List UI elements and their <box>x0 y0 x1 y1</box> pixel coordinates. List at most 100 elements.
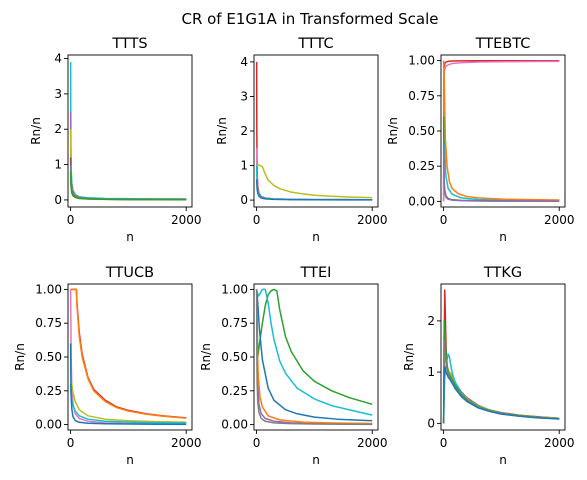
y-tick-label: 0.25 <box>35 384 62 398</box>
y-tick-label: 1.00 <box>35 282 62 296</box>
y-axis-label: Rn/n <box>13 343 27 371</box>
subplot-tttc: TTTC 0 2000 0 1 2 3 4 n Rn/n <box>215 36 387 244</box>
y-axis-label: Rn/n <box>402 343 416 371</box>
y-tick-label: 1.00 <box>221 282 248 296</box>
y-tick-label: 3 <box>240 89 248 103</box>
series-line-2 <box>442 330 560 424</box>
subplot-ttkg: TTKG 0 2000 0 1 2 n Rn/n <box>402 265 574 467</box>
subplot-title: TTKG <box>483 265 522 281</box>
series-line-4 <box>255 289 373 422</box>
plot-frame <box>440 283 566 431</box>
series-line-3 <box>442 60 560 202</box>
x-axis-label: n <box>312 230 320 244</box>
series-line-1 <box>255 61 373 201</box>
y-tick-label: 4 <box>240 55 248 69</box>
series-line-2 <box>255 288 373 416</box>
series-line-3 <box>69 129 187 201</box>
subplot-ttei: TTEI 0 2000 0.00 0.25 0.50 0.75 1.00 n Rn/n <box>199 265 387 467</box>
series-line-2 <box>70 288 187 419</box>
x-tick-label: 0 <box>253 213 261 227</box>
series-line-6 <box>442 145 560 202</box>
series-line-2 <box>442 60 560 202</box>
x-tick-label: 0 <box>67 436 75 450</box>
x-tick-label: 2000 <box>544 436 575 450</box>
y-tick-label: 0 <box>54 193 62 207</box>
x-tick-label: 2000 <box>544 213 575 227</box>
y-tick-label: 2 <box>427 314 435 328</box>
series-group <box>255 288 373 426</box>
y-tick-label: 0.50 <box>35 350 62 364</box>
y-axis-label: Rn/n <box>215 117 229 145</box>
y-tick-label: 0.50 <box>408 124 435 138</box>
y-tick-label: 0.00 <box>35 418 62 432</box>
plot-frame <box>67 283 193 431</box>
series-line-3 <box>69 289 187 425</box>
series-line-5 <box>69 164 187 201</box>
x-tick-label: 0 <box>253 436 261 450</box>
series-line-6 <box>69 171 187 201</box>
y-tick-label: 2 <box>240 124 248 138</box>
series-group <box>69 288 187 426</box>
subplot-title: TTTC <box>297 36 333 52</box>
x-axis-label: n <box>126 453 134 467</box>
subplot-ttebtc: TTEBTC 0 2000 0.00 0.25 0.50 0.75 1.00 n Rn/n <box>386 36 574 244</box>
y-tick-label: 0.75 <box>408 89 435 103</box>
figure-title: CR of E1G1A in Transformed Scale <box>181 10 438 28</box>
y-tick-label: 0 <box>427 416 435 430</box>
y-tick-label: 0.75 <box>221 316 248 330</box>
series-line-4 <box>69 157 187 201</box>
y-tick-label: 0 <box>240 193 248 207</box>
series-line-3 <box>255 289 373 425</box>
series-line-4 <box>442 320 560 424</box>
x-tick-label: 0 <box>67 213 75 227</box>
subplot-ttucb: TTUCB 0 2000 0.00 0.25 0.50 0.75 1.00 n Rn/n <box>13 265 201 467</box>
y-tick-label: 1 <box>54 158 62 172</box>
y-tick-label: 2 <box>54 122 62 136</box>
series-line-1 <box>442 289 560 424</box>
series-group <box>69 62 187 201</box>
series-line-4 <box>69 356 187 423</box>
y-tick-label: 3 <box>54 87 62 101</box>
x-tick-label: 2000 <box>357 213 388 227</box>
series-group <box>255 61 373 201</box>
subplot-title: TTTS <box>111 36 147 52</box>
plot-frame <box>253 283 379 431</box>
series-line-1 <box>442 60 560 202</box>
series-line-6 <box>442 366 560 424</box>
series-line-5 <box>255 302 373 425</box>
series-group <box>442 289 560 424</box>
series-group <box>442 60 560 202</box>
y-axis-label: Rn/n <box>29 117 43 145</box>
x-tick-label: 2000 <box>357 436 388 450</box>
x-tick-label: 2000 <box>171 213 202 227</box>
subplot-ttts: TTTS 0 2000 0 1 2 3 4 n Rn/n <box>29 36 201 244</box>
plot-frame <box>67 54 193 208</box>
y-tick-label: 1 <box>240 159 248 173</box>
series-line-3 <box>256 164 373 199</box>
plot-frame <box>440 54 566 208</box>
y-tick-label: 0.25 <box>221 384 248 398</box>
x-tick-label: 2000 <box>171 436 202 450</box>
x-axis-label: n <box>499 453 507 467</box>
series-line-2 <box>69 111 187 200</box>
series-line-1 <box>70 288 187 419</box>
subplot-title: TTUCB <box>105 265 154 281</box>
y-tick-label: 1 <box>427 365 435 379</box>
series-line-4 <box>442 60 560 201</box>
series-line-5 <box>442 340 560 424</box>
y-tick-label: 0.75 <box>35 316 62 330</box>
y-tick-label: 0.50 <box>221 350 248 364</box>
series-line-6 <box>255 289 373 426</box>
series-line-5 <box>442 116 560 202</box>
x-tick-label: 0 <box>440 436 448 450</box>
y-tick-label: 1.00 <box>408 54 435 68</box>
series-line-6 <box>69 343 187 426</box>
y-axis-label: Rn/n <box>386 117 400 145</box>
y-tick-label: 0.00 <box>408 194 435 208</box>
subplot-title: TTEI <box>300 265 332 281</box>
series-line-5 <box>255 179 373 201</box>
y-tick-label: 4 <box>54 52 62 66</box>
series-line-2 <box>255 148 373 201</box>
x-axis-label: n <box>126 230 134 244</box>
